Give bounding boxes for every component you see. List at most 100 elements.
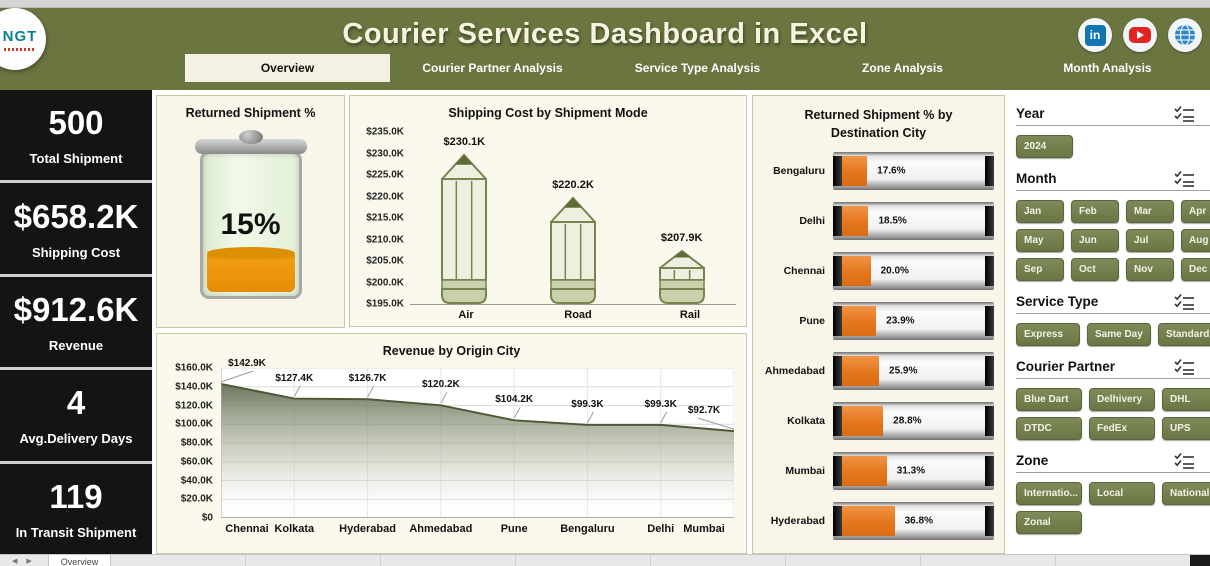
dest-bar-fill	[842, 306, 877, 337]
multiselect-icon[interactable]	[1172, 358, 1196, 375]
kpi-value: 119	[49, 477, 103, 515]
battery-cap	[194, 139, 307, 155]
returned-shipment-gauge-card: Returned Shipment % 15%	[156, 95, 345, 328]
y-tick-label: $195.0K	[366, 298, 404, 310]
data-label: 20.0%	[880, 265, 909, 277]
kpi-value: 500	[48, 104, 104, 142]
sheet-bar-end-block	[1190, 555, 1210, 566]
linkedin-icon[interactable]: in	[1078, 18, 1112, 52]
sheet-nav-left-icon[interactable]: ◀	[12, 557, 18, 565]
pencil-bar	[549, 196, 596, 305]
multiselect-icon[interactable]	[1172, 170, 1196, 187]
tab-zone-analysis[interactable]: Zone Analysis	[862, 61, 943, 75]
youtube-icon[interactable]	[1123, 18, 1157, 52]
bar-left-cap	[833, 456, 842, 487]
bar-right-cap	[985, 406, 994, 437]
slicer-button-national[interactable]: National	[1162, 482, 1210, 505]
tab-overview[interactable]: Overview	[185, 54, 390, 82]
x-category-label: Delhi	[647, 523, 675, 536]
returned-by-city-chart-card: Returned Shipment % by Destination City …	[752, 95, 1005, 554]
x-category-label: Chennai	[225, 523, 269, 536]
pencil-xaxis: Air Road Rail	[410, 309, 746, 321]
slicer-button-sep[interactable]: Sep	[1016, 258, 1064, 281]
multiselect-icon[interactable]	[1172, 293, 1196, 310]
y-tick-label: $40.0K	[180, 475, 213, 487]
bar-left-cap	[833, 356, 842, 387]
filter-month-header: Month	[1016, 166, 1210, 191]
dest-bar-fill	[842, 506, 895, 537]
logo-subtext	[4, 47, 36, 51]
slicer-button-delhivery[interactable]: Delhivery	[1089, 388, 1155, 411]
slicer-button-jan[interactable]: Jan	[1016, 200, 1064, 223]
data-label: $220.2K	[552, 179, 594, 192]
slicer-button-jul[interactable]: Jul	[1126, 229, 1174, 252]
y-tick-label: $60.0K	[180, 456, 213, 468]
kpi-card: 500 Total Shipment	[0, 90, 152, 181]
slicer-button-standard[interactable]: Standard	[1158, 323, 1210, 346]
slicer-button-ups[interactable]: UPS	[1162, 417, 1210, 440]
slicer-button-express[interactable]: Express	[1016, 323, 1080, 346]
slicer-button-fedex[interactable]: FedEx	[1089, 417, 1155, 440]
data-label: $207.9K	[660, 232, 703, 245]
slicer-button-may[interactable]: May	[1016, 229, 1064, 252]
slicer-button-internatio-[interactable]: Internatio...	[1016, 482, 1082, 505]
y-tick-label: $200.0K	[366, 277, 404, 289]
slicer-button-nov[interactable]: Nov	[1126, 258, 1174, 281]
slicer-button-same-day[interactable]: Same Day	[1087, 323, 1151, 346]
kpi-label: Total Shipment	[29, 151, 123, 167]
filter-service-type-options: Express Same Day Standard	[1016, 323, 1210, 346]
tab-service-type-analysis[interactable]: Service Type Analysis	[634, 61, 761, 75]
filter-service-type-label: Service Type	[1016, 294, 1099, 309]
kpi-label: Shipping Cost	[31, 244, 121, 260]
pencil-bar	[441, 153, 488, 305]
filter-courier-partner-header: Courier Partner	[1016, 354, 1210, 379]
data-label: 28.8%	[893, 415, 922, 427]
slicer-button-local[interactable]: Local	[1089, 482, 1155, 505]
bar-right-cap	[985, 156, 994, 187]
dest-city-label: Ahmedabad	[764, 365, 825, 378]
dest-bar-fill	[842, 256, 871, 287]
slicer-button-2024[interactable]: 2024	[1016, 135, 1073, 158]
x-category-label: Road	[564, 309, 592, 322]
dest-bar-row: Kolkata 28.8%	[759, 396, 994, 446]
filter-month-label: Month	[1016, 171, 1057, 186]
slicer-button-mar[interactable]: Mar	[1126, 200, 1174, 223]
y-tick-label: $120.0K	[175, 400, 213, 412]
x-category-label: Bengaluru	[560, 523, 615, 536]
slicer-button-blue-dart[interactable]: Blue Dart	[1016, 388, 1082, 411]
slicer-button-dtdc[interactable]: DTDC	[1016, 417, 1082, 440]
bar-right-cap	[985, 306, 994, 337]
tab-courier-partner-analysis[interactable]: Courier Partner Analysis	[422, 61, 563, 75]
dest-bar-row: Hyderabad 36.8%	[759, 496, 994, 546]
multiselect-icon[interactable]	[1172, 105, 1196, 122]
slicer-button-aug[interactable]: Aug	[1181, 229, 1210, 252]
multiselect-icon[interactable]	[1172, 452, 1196, 469]
slicer-button-jun[interactable]: Jun	[1071, 229, 1119, 252]
slicer-button-dec[interactable]: Dec	[1181, 258, 1210, 281]
bar-right-cap	[985, 456, 994, 487]
sheet-tab-overview[interactable]: Overview	[47, 554, 112, 566]
dest-bar: 28.8%	[833, 402, 994, 441]
dest-city-label: Pune	[799, 315, 825, 328]
data-label: $99.3K	[571, 399, 604, 411]
data-label: $230.1K	[443, 136, 486, 149]
slicer-button-dhl[interactable]: DHL	[1162, 388, 1210, 411]
tab-month-analysis[interactable]: Month Analysis	[1063, 61, 1152, 75]
kpi-column: 500 Total Shipment $658.2K Shipping Cost $91…	[0, 90, 152, 555]
sheet-nav-right-icon[interactable]: ▶	[26, 557, 32, 565]
pencil-plot: $230.1K $220.2K $207.9K	[410, 132, 736, 306]
revenue-chart-title: Revenue by Origin City	[382, 344, 521, 358]
bar-left-cap	[833, 406, 842, 437]
bar-left-cap	[833, 256, 842, 287]
y-tick-label: $140.0K	[175, 381, 213, 393]
kpi-card: $912.6K Revenue	[0, 276, 152, 368]
dest-bar: 18.5%	[833, 202, 994, 241]
kpi-value: $658.2K	[13, 197, 139, 235]
y-tick-label: $210.0K	[366, 234, 404, 246]
slicer-button-zonal[interactable]: Zonal	[1016, 511, 1082, 534]
slicer-button-oct[interactable]: Oct	[1071, 258, 1119, 281]
globe-icon[interactable]	[1168, 18, 1202, 52]
slicer-button-feb[interactable]: Feb	[1071, 200, 1119, 223]
pencil-yaxis: $235.0K $230.0K $225.0K $220.0K $215.0K $210.…	[358, 127, 410, 310]
slicer-button-apr[interactable]: Apr	[1181, 200, 1210, 223]
